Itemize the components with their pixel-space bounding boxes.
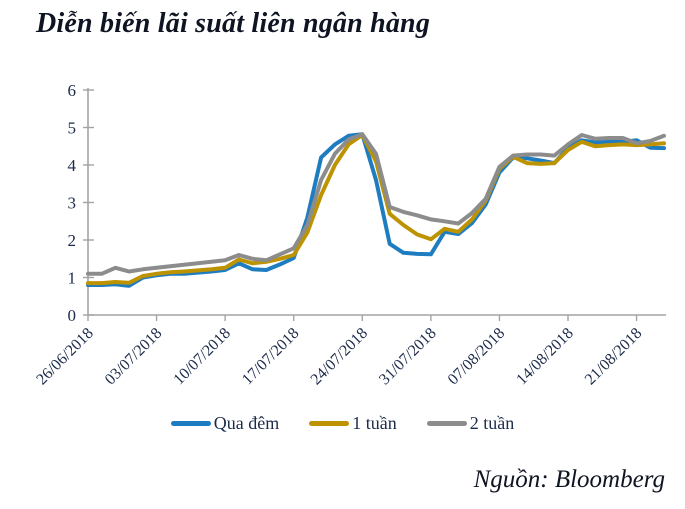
x-axis-label: 31/07/2018 <box>376 325 440 389</box>
legend-label-2week: 2 tuần <box>469 413 515 433</box>
series-line-2-tuần <box>86 132 666 276</box>
y-axis-label: 3 <box>68 194 77 213</box>
two-week-line-swatch <box>426 421 467 426</box>
line-chart: 0 1 2 3 4 5 6 26/06/2018 03/07/2018 10/07/2018 17/… <box>33 81 666 389</box>
x-axis-label: 03/07/2018 <box>102 325 166 389</box>
x-axis-label: 17/07/2018 <box>239 325 303 389</box>
y-axis-label: 2 <box>68 231 77 250</box>
one-week-line-swatch <box>309 421 350 426</box>
legend-label-1week: 1 tuần <box>352 413 397 433</box>
y-axis-label: 5 <box>68 119 77 138</box>
x-axis-label: 21/08/2018 <box>582 325 646 389</box>
x-axis-label: 24/07/2018 <box>308 325 372 389</box>
legend-item-overnight: Qua đêm <box>170 413 280 434</box>
legend-item-1week: 1 tuần <box>309 413 397 434</box>
y-axis-label: 0 <box>68 306 77 325</box>
source-credit: Nguồn: Bloomberg <box>473 466 665 493</box>
x-axis-label: 07/08/2018 <box>445 325 509 389</box>
y-axis-label: 6 <box>68 81 77 100</box>
x-axis-label: 14/08/2018 <box>513 325 577 389</box>
chart-legend: Qua đêm 1 tuần 2 tuần <box>0 413 685 434</box>
legend-item-2week: 2 tuần <box>426 413 515 434</box>
chart-title: Diễn biến lãi suất liên ngân hàng <box>36 8 431 39</box>
x-axis-label: 10/07/2018 <box>170 325 234 389</box>
y-axis-label: 4 <box>68 156 77 175</box>
y-axis-label: 1 <box>68 269 77 288</box>
legend-label-overnight: Qua đêm <box>213 413 280 433</box>
overnight-line-swatch <box>170 421 211 426</box>
x-axis-label: 26/06/2018 <box>33 325 97 389</box>
